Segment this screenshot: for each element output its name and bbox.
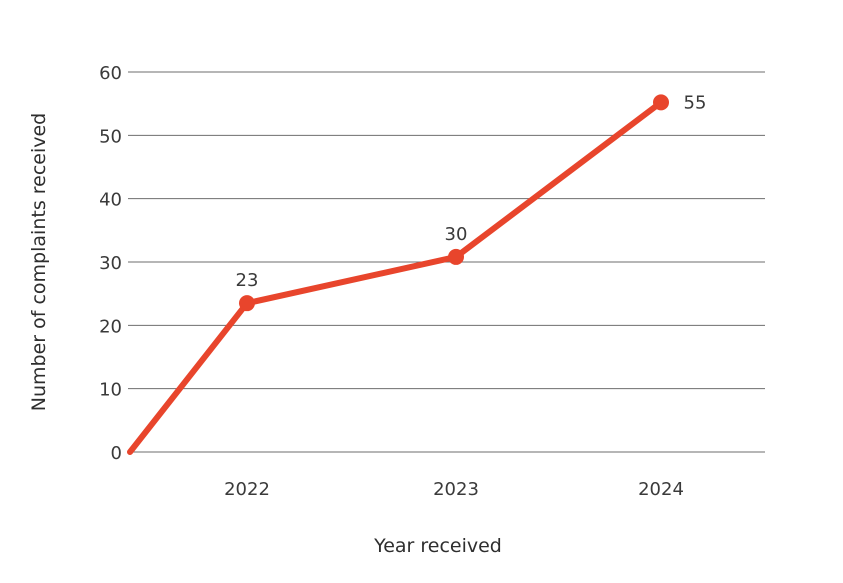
y-tick-label: 60 bbox=[99, 63, 122, 84]
data-point-2024 bbox=[653, 94, 669, 111]
data-label: 23 bbox=[236, 270, 259, 291]
y-axis-ticks: 0 10 20 30 40 50 60 bbox=[99, 63, 122, 464]
series-line bbox=[127, 99, 664, 455]
x-axis-label: Year received bbox=[373, 535, 502, 557]
y-tick-label: 10 bbox=[99, 380, 122, 401]
x-tick-label: 2023 bbox=[433, 479, 479, 500]
data-point-2022 bbox=[239, 295, 255, 312]
gridlines bbox=[128, 71, 765, 453]
y-tick-label: 50 bbox=[99, 126, 122, 147]
data-label: 55 bbox=[684, 92, 707, 113]
data-point-2023 bbox=[448, 248, 464, 265]
x-tick-label: 2022 bbox=[224, 479, 270, 500]
data-points bbox=[239, 94, 669, 312]
y-tick-label: 20 bbox=[99, 316, 122, 337]
data-label: 30 bbox=[445, 224, 468, 245]
y-axis-label: Number of complaints received bbox=[28, 113, 50, 411]
series-layer bbox=[127, 99, 664, 455]
x-tick-label: 2024 bbox=[638, 479, 684, 500]
y-tick-label: 30 bbox=[99, 253, 122, 274]
data-labels: 23 30 55 bbox=[236, 92, 707, 291]
y-tick-label: 0 bbox=[111, 443, 122, 464]
x-axis-ticks: 2022 2023 2024 bbox=[224, 479, 684, 500]
y-tick-label: 40 bbox=[99, 190, 122, 211]
